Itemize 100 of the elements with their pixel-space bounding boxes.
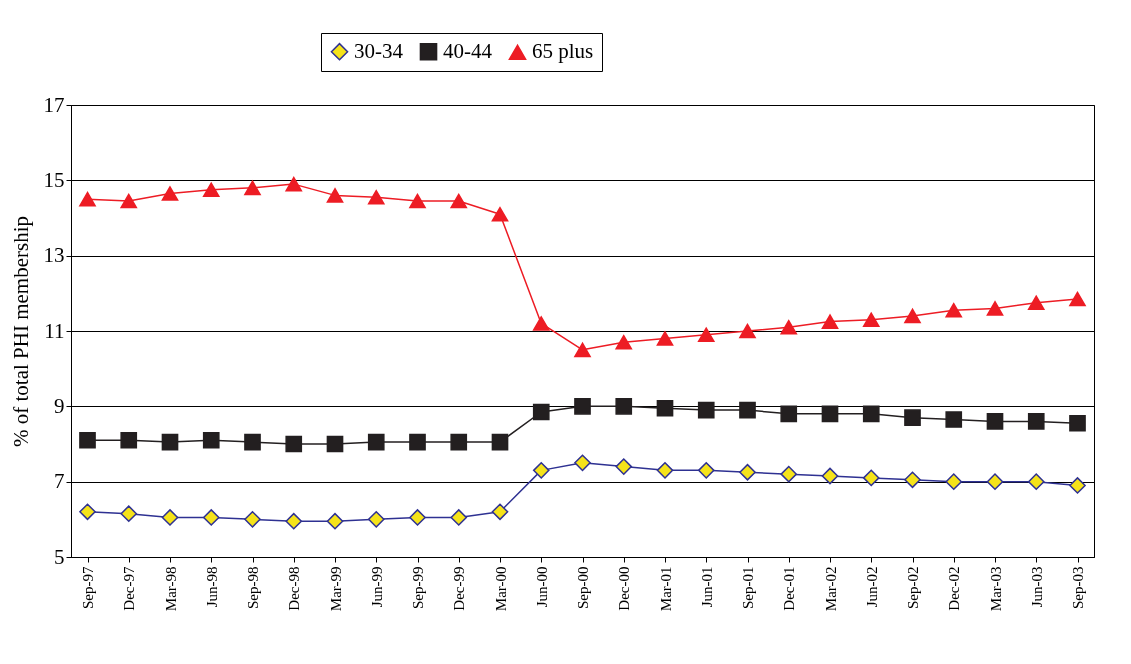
x-tick-label: Jun-98: [203, 566, 220, 608]
x-tick-label: Jun-01: [698, 566, 715, 608]
point: [986, 301, 1004, 316]
x-tick-label: Dec-02: [946, 566, 963, 611]
x-tick-label: Dec-99: [451, 566, 468, 611]
point: [450, 193, 468, 209]
point: [450, 509, 468, 526]
point: [697, 401, 715, 419]
point: [862, 469, 880, 487]
x-tick-label: Mar-98: [162, 566, 179, 612]
point: [656, 462, 674, 479]
point: [367, 189, 385, 205]
point: [615, 458, 633, 475]
point: [739, 463, 756, 481]
point: [615, 398, 633, 415]
point: [532, 403, 550, 421]
point: [79, 431, 96, 449]
point: [1027, 413, 1045, 430]
point: [986, 473, 1004, 490]
point: [904, 471, 921, 489]
point: [326, 188, 344, 203]
point: [326, 435, 344, 453]
point: [986, 413, 1004, 430]
point: [202, 509, 220, 526]
point: [945, 473, 963, 490]
point: [945, 411, 963, 428]
point: [697, 462, 715, 479]
point: [367, 433, 385, 451]
point: [532, 316, 550, 331]
point: [202, 431, 220, 449]
point: [367, 511, 385, 528]
point: [450, 433, 468, 451]
point: [1027, 295, 1045, 311]
point: [821, 314, 839, 329]
legend-label: 40-44: [443, 38, 493, 63]
y-axis-title: % of total PHI membership: [8, 216, 33, 447]
point: [1069, 414, 1086, 432]
point: [120, 505, 138, 523]
x-tick-label: Dec-01: [781, 566, 798, 611]
point: [1069, 291, 1086, 307]
y-tick-label: 17: [43, 92, 65, 117]
point: [656, 399, 674, 417]
x-tick-label: Sep-03: [1070, 566, 1086, 609]
point: [780, 405, 798, 423]
point: [409, 193, 426, 209]
point: [244, 433, 261, 451]
y-tick-label: 13: [43, 243, 65, 268]
point: [945, 302, 963, 318]
x-tick-label: Mar-03: [987, 566, 1004, 612]
point: [491, 503, 509, 521]
point: [862, 312, 880, 328]
x-tick-label: Dec-97: [121, 566, 138, 611]
point: [161, 509, 179, 526]
x-tick-label: Dec-00: [616, 566, 633, 611]
point: [904, 308, 921, 324]
point: [615, 334, 633, 350]
x-tick-label: Jun-00: [533, 566, 550, 608]
point: [202, 182, 220, 198]
point: [697, 327, 715, 343]
y-tick-label: 15: [43, 167, 65, 192]
x-tick-label: Sep-00: [575, 566, 591, 609]
point: [79, 503, 96, 521]
point: [821, 467, 839, 485]
point: [285, 435, 303, 453]
y-tick-label: 5: [54, 544, 65, 569]
point: [244, 511, 261, 528]
point: [491, 206, 509, 222]
point: [120, 431, 138, 449]
point: [491, 433, 509, 451]
x-tick-label: Sep-98: [245, 566, 261, 609]
x-tick-label: Jun-03: [1028, 566, 1045, 608]
point: [1027, 473, 1045, 490]
x-tick-label: Mar-00: [492, 566, 509, 612]
point: [409, 509, 426, 526]
x-tick-label: Sep-02: [905, 566, 921, 609]
legend-label: 65 plus: [532, 39, 594, 64]
point: [574, 398, 591, 415]
point: [409, 433, 426, 451]
point: [739, 401, 756, 419]
point: [821, 405, 839, 423]
point: [120, 193, 138, 209]
point: [285, 512, 303, 530]
point: [656, 331, 674, 346]
point: [244, 180, 261, 196]
point: [532, 462, 550, 479]
x-tick-label: Sep-01: [740, 566, 756, 609]
legend-label: 30-34: [354, 38, 404, 63]
point: [161, 186, 179, 201]
point: [161, 433, 179, 451]
y-tick-label: 7: [54, 469, 65, 494]
point: [780, 319, 798, 335]
y-tick-label: 11: [44, 318, 65, 343]
point: [739, 323, 756, 339]
point: [574, 342, 591, 358]
point: [574, 454, 591, 472]
x-tick-label: Sep-97: [80, 566, 96, 609]
point: [285, 176, 303, 192]
x-tick-label: Jun-99: [368, 566, 385, 608]
x-tick-label: Jun-02: [863, 566, 880, 608]
y-tick-label: 9: [54, 393, 65, 418]
